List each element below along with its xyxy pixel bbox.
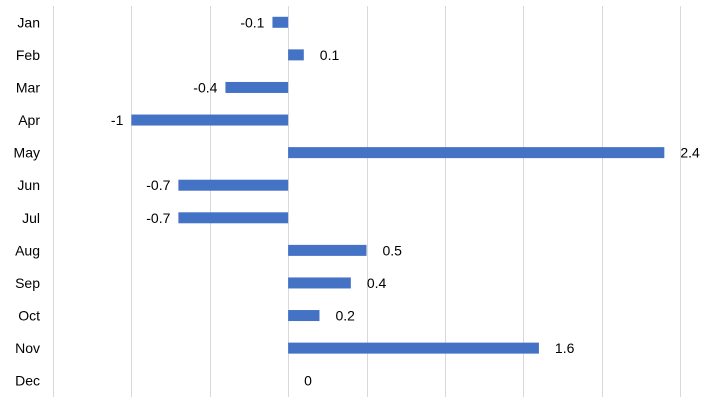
bar-mar bbox=[225, 81, 289, 93]
bars bbox=[131, 16, 665, 354]
data-label-jul: -0.7 bbox=[146, 210, 170, 226]
category-label-mar: Mar bbox=[16, 79, 40, 95]
bar-feb bbox=[288, 49, 304, 61]
category-label-jan: Jan bbox=[17, 14, 40, 30]
bar-jan bbox=[272, 16, 289, 28]
data-label-apr: -1 bbox=[111, 112, 124, 128]
bar-sep bbox=[288, 277, 351, 289]
category-label-jun: Jun bbox=[17, 177, 40, 193]
bar-apr bbox=[131, 114, 289, 126]
bar-may bbox=[288, 147, 665, 159]
category-label-feb: Feb bbox=[16, 47, 40, 63]
labels: Jan -0.1 Feb 0.1 Mar -0.4 Apr -1 May 2.4 Jun -0.7 Ju… bbox=[14, 14, 700, 388]
category-label-sep: Sep bbox=[15, 275, 40, 291]
bar-oct bbox=[288, 310, 320, 322]
bar-jul bbox=[178, 212, 289, 224]
data-label-jun: -0.7 bbox=[146, 177, 170, 193]
data-label-jan: -0.1 bbox=[240, 14, 264, 30]
category-label-may: May bbox=[14, 145, 40, 161]
data-label-nov: 1.6 bbox=[555, 340, 575, 356]
data-label-dec: 0 bbox=[304, 373, 312, 389]
data-label-feb: 0.1 bbox=[320, 47, 340, 63]
bar-aug bbox=[288, 244, 367, 256]
gridlines bbox=[53, 6, 681, 397]
data-label-aug: 0.5 bbox=[383, 242, 403, 258]
data-label-mar: -0.4 bbox=[193, 79, 217, 95]
bar-nov bbox=[288, 342, 539, 354]
category-label-nov: Nov bbox=[15, 340, 40, 356]
category-label-dec: Dec bbox=[15, 373, 40, 389]
category-label-aug: Aug bbox=[15, 242, 40, 258]
category-label-jul: Jul bbox=[22, 210, 40, 226]
data-label-oct: 0.2 bbox=[335, 308, 355, 324]
category-label-oct: Oct bbox=[18, 308, 40, 324]
bar-jun bbox=[178, 179, 289, 191]
category-label-apr: Apr bbox=[18, 112, 40, 128]
data-label-sep: 0.4 bbox=[367, 275, 387, 291]
data-label-may: 2.4 bbox=[680, 145, 700, 161]
